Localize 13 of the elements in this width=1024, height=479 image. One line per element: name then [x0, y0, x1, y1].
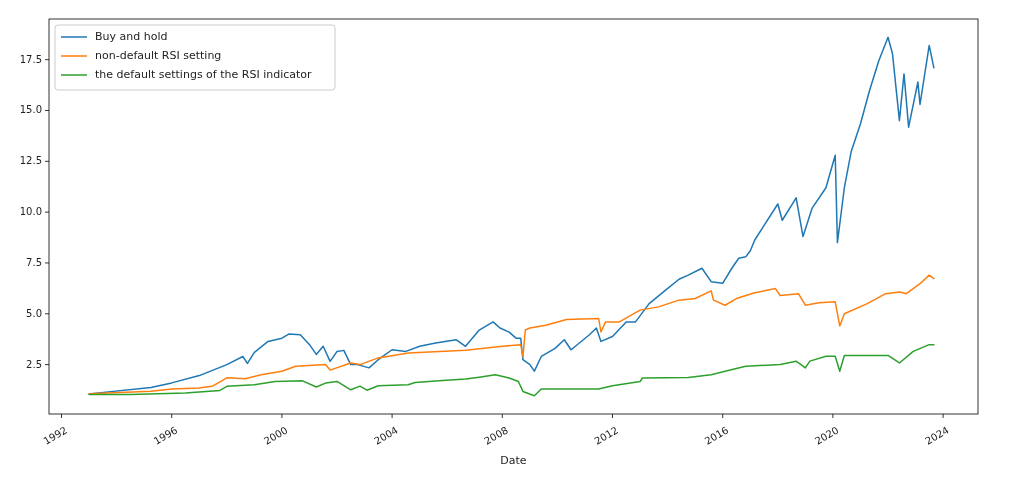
line-series — [88, 274, 935, 395]
y-tick-label: 17.5 — [19, 53, 42, 65]
legend-label: non-default RSI setting — [95, 49, 222, 62]
legend-label: the default settings of the RSI indicator — [95, 68, 313, 81]
x-axis-title: Date — [500, 454, 527, 467]
legend-label: Buy and hold — [95, 30, 168, 43]
y-tick-label: 15.0 — [19, 104, 42, 116]
line-series — [88, 343, 935, 397]
y-tick-label: 2.5 — [26, 358, 42, 370]
y-tick-label: 12.5 — [19, 155, 42, 167]
y-tick-label: 5.0 — [26, 307, 42, 319]
y-tick-label: 7.5 — [26, 256, 42, 268]
y-tick-label: 10.0 — [19, 206, 42, 218]
